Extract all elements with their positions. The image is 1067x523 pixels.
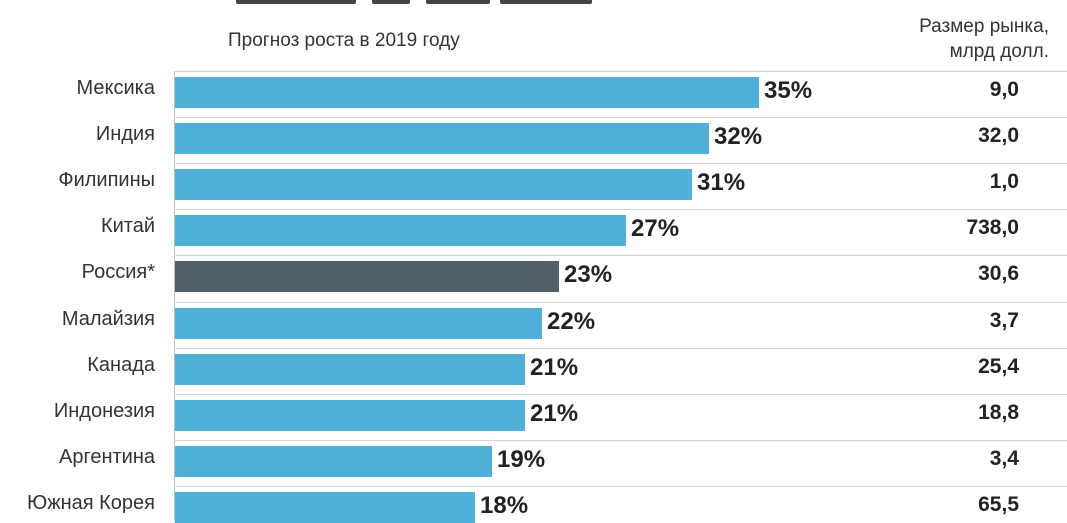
bar (175, 354, 525, 385)
category-label: Россия* (81, 261, 155, 283)
market-size-header: Размер рынка, млрд долл. (829, 14, 1049, 64)
bar (175, 169, 692, 200)
category-axis-line (174, 72, 175, 522)
category-label: Индия (95, 123, 155, 145)
row-separator (174, 348, 1067, 349)
market-size-value: 738,0 (966, 216, 1019, 239)
bar-value-label: 35% (764, 77, 813, 104)
row-separator (174, 440, 1067, 441)
category-label: Малайзия (61, 308, 155, 330)
row-separator (174, 255, 1067, 256)
market-size-value: 65,5 (978, 493, 1019, 516)
bar-value-label: 32% (714, 123, 763, 150)
market-size-value: 25,4 (978, 355, 1019, 378)
category-label: Южная Корея (27, 492, 155, 514)
bar (175, 261, 559, 292)
market-size-header-line-2: млрд долл. (949, 41, 1049, 62)
market-size-value: 18,8 (978, 401, 1019, 424)
market-size-value: 3,4 (989, 447, 1019, 470)
bar-value-label: 21% (530, 354, 579, 381)
bar-value-label: 27% (631, 215, 680, 242)
row-separator (174, 117, 1067, 118)
bar-value-label: 22% (547, 308, 596, 335)
market-size-value: 1,0 (989, 170, 1019, 193)
category-label: Мексика (76, 77, 155, 99)
bar-value-label: 19% (497, 446, 546, 473)
chart-subtitle: Прогноз роста в 2019 году (228, 30, 460, 51)
category-label: Канада (87, 354, 155, 376)
market-size-value: 3,7 (989, 309, 1019, 332)
bar-value-label: 21% (530, 400, 579, 427)
row-separator (174, 394, 1067, 395)
market-size-value: 30,6 (978, 262, 1019, 285)
category-label: Индонезия (53, 400, 155, 422)
row-separator (174, 209, 1067, 210)
category-label: Китай (100, 215, 155, 237)
market-size-header-line-1: Размер рынка, (919, 16, 1049, 37)
bar (175, 446, 492, 477)
category-label: Аргентина (59, 446, 155, 468)
bar (175, 308, 542, 339)
bar-value-label: 18% (480, 492, 529, 519)
bar (175, 400, 525, 431)
bar (175, 215, 626, 246)
market-size-value: 9,0 (989, 78, 1019, 101)
category-label: Филипины (58, 169, 155, 191)
row-separator (174, 71, 1067, 72)
bar (175, 492, 475, 523)
market-size-value: 32,0 (978, 124, 1019, 147)
bar-value-label: 31% (697, 169, 746, 196)
bar (175, 77, 759, 108)
bar-value-label: 23% (564, 261, 613, 288)
cropped-title-remnant (0, 0, 1067, 6)
row-separator (174, 486, 1067, 487)
row-separator (174, 302, 1067, 303)
bar (175, 123, 709, 154)
row-separator (174, 163, 1067, 164)
